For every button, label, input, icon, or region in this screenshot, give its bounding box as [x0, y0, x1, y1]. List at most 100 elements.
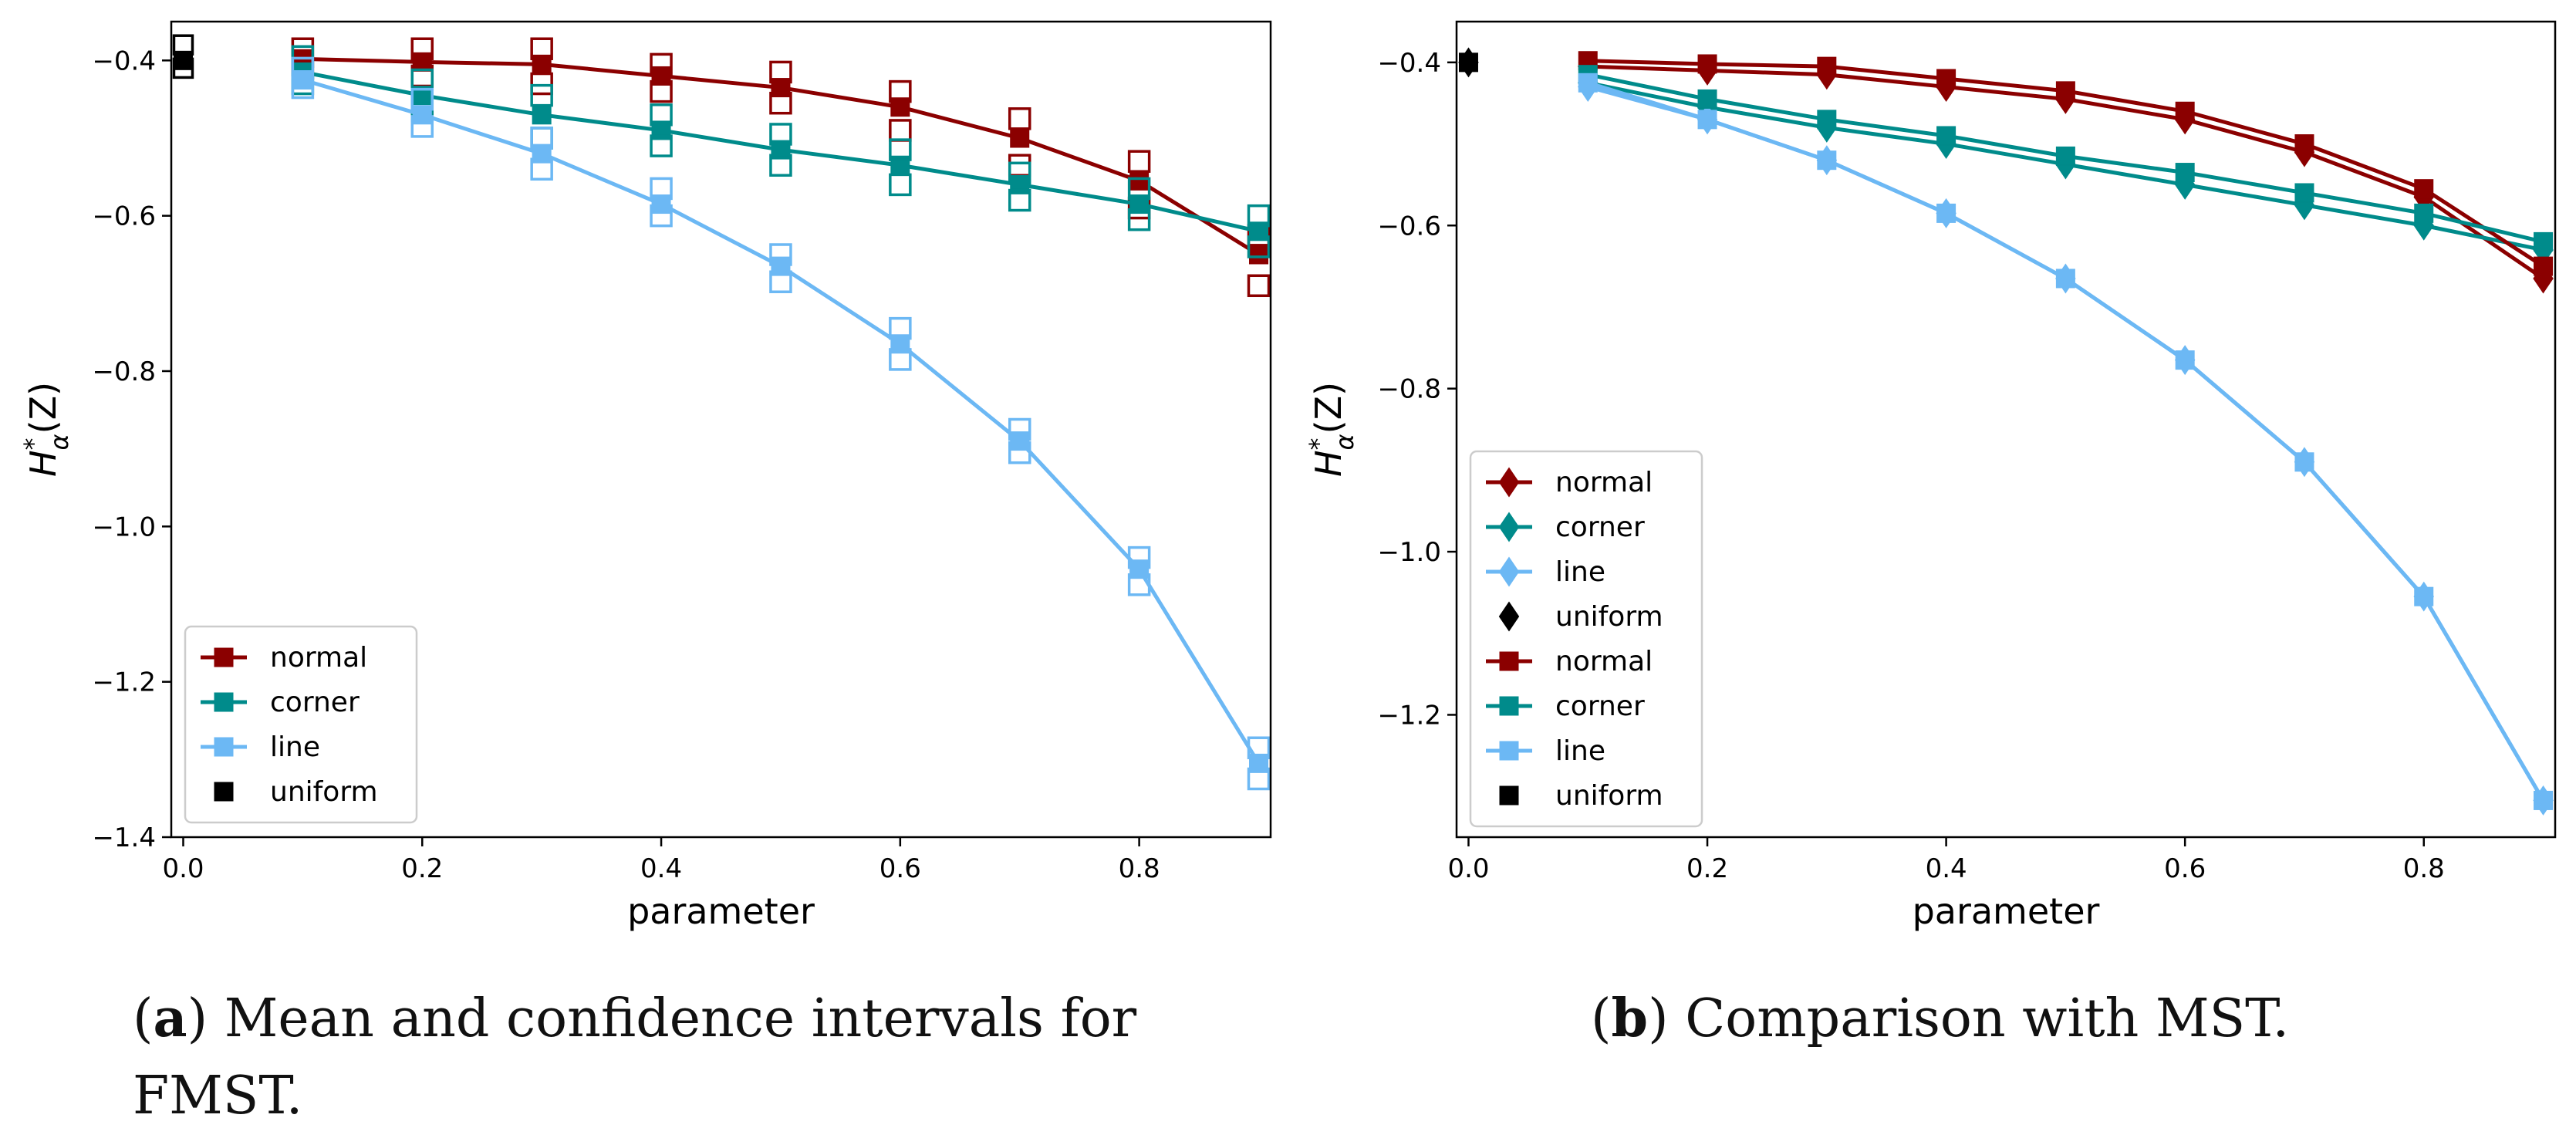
ci-upper-line [1247, 736, 1271, 759]
legend-label-corner: corner [270, 687, 360, 718]
legend-marker-uniform [1498, 601, 1520, 632]
ci-upper-corner [650, 103, 673, 127]
ci-upper-normal [530, 37, 553, 60]
legend-marker-corner [214, 692, 234, 712]
x-tick-label: 0.6 [2164, 853, 2206, 884]
ci-upper-normal [410, 37, 434, 60]
ci-upper-corner [889, 138, 912, 161]
ci-lower-line [650, 204, 673, 228]
series-point-line [2175, 350, 2195, 370]
series-point-normal [1697, 54, 1717, 74]
series-line-line [1587, 80, 2545, 802]
ci-lower-line [410, 115, 434, 138]
series-point-corner [2294, 183, 2314, 203]
x-tick-label: 0.0 [1447, 853, 1489, 884]
ci-upper-line [1127, 545, 1151, 569]
chart-panel-b: 0.0 0.2 0.4 0.6 0.8 −0.4 −0.6 −0.8 −1.0 −1.2 param… [1304, 20, 2557, 932]
y-tick-label: −0.8 [1377, 374, 1441, 405]
y-axis-label-sub: α [1330, 434, 1359, 450]
y-axis-label-arg: (Z) [1308, 382, 1349, 434]
legend-label-uniform: uniform [1555, 601, 1663, 633]
series-point-normal [1010, 128, 1030, 148]
series-point-uniform [1458, 52, 1478, 73]
legend-box [1469, 450, 1703, 828]
series-point-line [2414, 586, 2434, 606]
legend-label-uniform: uniform [1555, 780, 1663, 812]
x-tick-label: 0.6 [879, 853, 921, 884]
series-point-line [1817, 150, 1837, 171]
series-point-normal [2055, 81, 2075, 101]
ci-upper-corner [1247, 204, 1271, 228]
ci-lower-normal [889, 119, 912, 142]
series-point-corner [532, 105, 552, 125]
caption-a: (a) Mean and confidence intervals for FM… [133, 988, 1137, 1126]
ci-lower-line [1127, 573, 1151, 596]
series-point-normal [2294, 134, 2314, 154]
series-line-line [1587, 85, 2545, 802]
y-axis-label-base: H [22, 450, 64, 477]
legend-box [184, 625, 418, 824]
legend-marker-line [1499, 741, 1519, 761]
x-tick-label: 0.2 [1686, 853, 1728, 884]
y-axis-label-sup: * [19, 437, 48, 450]
caption-b-text: Comparison with MST. [1685, 988, 2290, 1049]
ci-upper-corner [769, 123, 792, 146]
series-point-corner [1817, 110, 1837, 130]
ci-lower-corner [1008, 188, 1031, 212]
legend-label-normal: normal [270, 642, 367, 674]
legend-label-line: line [270, 731, 320, 763]
legend-marker-corner [1499, 696, 1519, 716]
x-tick-label: 0.4 [640, 853, 682, 884]
ci-upper-line [769, 243, 792, 266]
caption-b: (b) Comparison with MST. [1591, 988, 2290, 1049]
legend-label-line: line [1555, 735, 1605, 767]
legend: normal corner line uniform [184, 625, 418, 824]
y-axis-label: H*α(Z) [1304, 382, 1359, 477]
ci-upper-normal [1127, 150, 1151, 173]
series-point-corner [2534, 231, 2554, 252]
ci-lower-uniform [172, 57, 194, 79]
legend-label-normal: normal [1555, 467, 1653, 498]
legend-label-normal: normal [1555, 646, 1653, 677]
series-point-line [2534, 790, 2554, 810]
ci-upper-corner [1127, 177, 1151, 201]
series-point-line [2055, 269, 2075, 289]
y-tick-label: −0.8 [92, 356, 156, 387]
y-tick-label: −1.2 [1377, 700, 1441, 731]
ci-lower-line [889, 348, 912, 371]
series-point-normal [2175, 101, 2195, 121]
y-tick-label: −1.2 [92, 667, 156, 698]
y-tick-label: −1.4 [92, 822, 156, 853]
legend-marker-corner [1498, 512, 1520, 542]
series-line-line [302, 78, 1261, 765]
series-point-line [1697, 110, 1717, 130]
legend-marker-normal [214, 647, 234, 667]
series-point-line [1936, 203, 1956, 223]
ci-lower-normal [769, 91, 792, 115]
series-point-corner [2175, 163, 2195, 183]
ci-upper-line [410, 87, 434, 111]
series-point-corner [2055, 146, 2075, 166]
plot-frame [1455, 20, 2557, 839]
series-point-normal [1249, 245, 1269, 265]
series-point-corner [1697, 89, 1717, 109]
legend-marker-uniform [1499, 785, 1519, 806]
y-tick-label: −1.0 [92, 512, 156, 542]
ci-lower-normal [530, 72, 553, 96]
legend-label-line: line [1555, 556, 1605, 588]
x-tick-label: 0.0 [162, 853, 204, 884]
legend-marker-line [1498, 556, 1520, 587]
x-tick-label: 0.4 [1926, 853, 1967, 884]
legend-marker-normal [1499, 651, 1519, 671]
legend-marker-normal [1498, 467, 1520, 498]
series-point-line [2294, 452, 2314, 472]
ci-lower-corner [769, 154, 792, 177]
figure: 0.0 0.2 0.4 0.6 0.8 −0.4 −0.6 −0.8 −1.0 −1.2 −1.4 p… [19, 20, 2557, 932]
plot-area [1458, 47, 2554, 816]
series-point-line [1578, 73, 1598, 93]
series-point-normal [2414, 179, 2434, 199]
x-tick-label: 0.8 [1119, 853, 1160, 884]
x-tick-label: 0.8 [2403, 853, 2445, 884]
series-point-normal [1817, 56, 1837, 76]
ci-upper-corner [1008, 161, 1031, 185]
